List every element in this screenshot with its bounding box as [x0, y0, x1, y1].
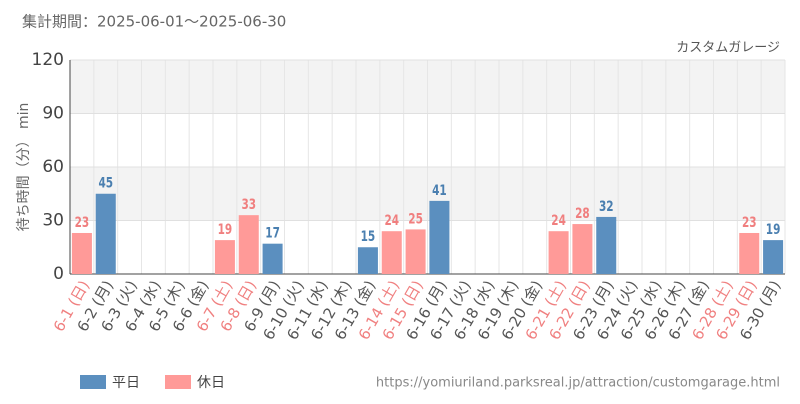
- bar: [262, 243, 283, 274]
- y-axis-label: 待ち時間（分） min: [16, 103, 32, 232]
- value-label: 17: [265, 225, 280, 241]
- source-url: https://yomiuriland.parksreal.jp/attract…: [376, 376, 780, 391]
- bar: [763, 240, 784, 274]
- bar: [95, 193, 116, 274]
- legend-label: 休日: [197, 375, 225, 391]
- value-label: 23: [75, 214, 90, 230]
- y-tick-label: 120: [32, 50, 64, 70]
- value-label: 28: [575, 206, 590, 222]
- value-label: 15: [361, 229, 376, 245]
- y-tick-label: 0: [53, 264, 64, 284]
- legend-swatch: [80, 375, 106, 389]
- legend-swatch: [165, 375, 191, 389]
- chart-title: 集計期間：2025-06-01～2025-06-30: [22, 13, 286, 31]
- bar: [357, 247, 378, 274]
- bar: [739, 232, 760, 274]
- value-label: 32: [599, 198, 614, 214]
- bar: [214, 240, 235, 274]
- value-label: 19: [218, 222, 233, 238]
- bar: [572, 224, 593, 274]
- bar: [548, 231, 569, 274]
- value-label: 25: [408, 211, 423, 227]
- value-label: 33: [241, 197, 256, 213]
- legend-label: 平日: [112, 375, 140, 391]
- value-label: 45: [98, 175, 113, 191]
- bar: [71, 232, 92, 274]
- value-label: 24: [384, 213, 399, 229]
- value-label: 24: [551, 213, 566, 229]
- y-tick-label: 30: [42, 211, 64, 231]
- bar: [238, 215, 259, 274]
- y-tick-label: 90: [42, 104, 64, 124]
- value-label: 19: [766, 222, 781, 238]
- bar: [429, 200, 450, 274]
- y-tick-label: 60: [42, 157, 64, 177]
- value-label: 41: [432, 182, 447, 198]
- bar: [596, 216, 617, 274]
- value-label: 23: [742, 214, 757, 230]
- bar: [405, 229, 426, 274]
- bar: [381, 231, 402, 274]
- chart-subtitle: カスタムガレージ: [676, 41, 780, 56]
